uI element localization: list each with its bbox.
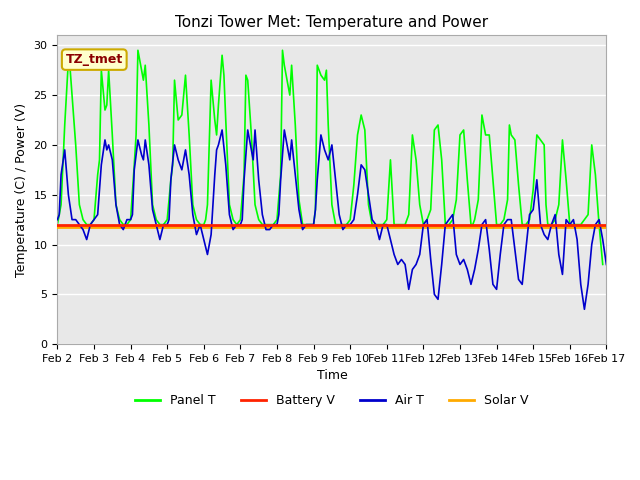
Title: Tonzi Tower Met: Temperature and Power: Tonzi Tower Met: Temperature and Power — [175, 15, 488, 30]
Text: TZ_tmet: TZ_tmet — [66, 53, 123, 66]
X-axis label: Time: Time — [317, 370, 348, 383]
Y-axis label: Temperature (C) / Power (V): Temperature (C) / Power (V) — [15, 103, 28, 277]
Legend: Panel T, Battery V, Air T, Solar V: Panel T, Battery V, Air T, Solar V — [131, 389, 533, 412]
